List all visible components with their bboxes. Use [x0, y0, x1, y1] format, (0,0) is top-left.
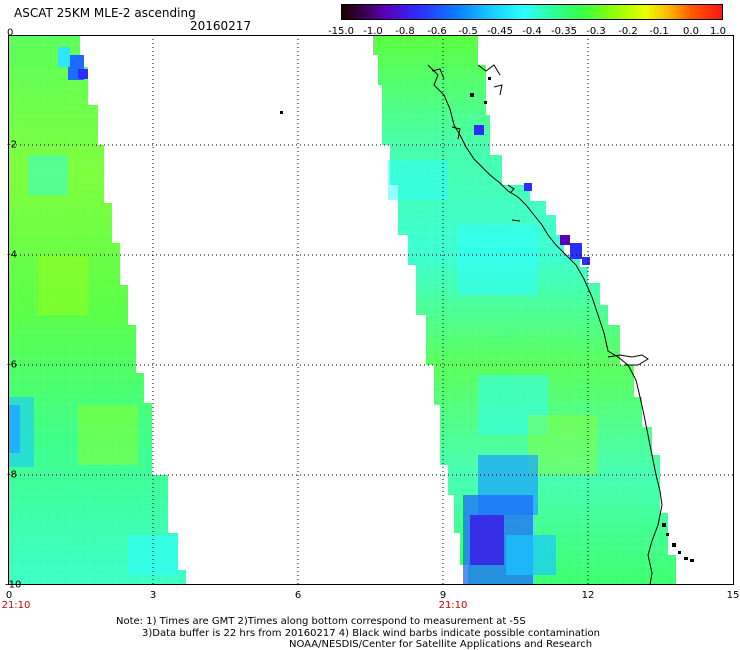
colorbar-label: -0.6 [427, 26, 447, 37]
map-canvas [8, 35, 734, 585]
coastline [427, 64, 663, 585]
colorbar-label: -1.0 [363, 26, 383, 37]
time-label: 21:10 [438, 600, 468, 611]
colorbar [341, 4, 723, 20]
colorbar-label: -0.4 [522, 26, 542, 37]
colorbar-label: 0.0 [683, 26, 699, 37]
colorbar-label: -0.2 [618, 26, 638, 37]
colorbar-label: -0.45 [487, 26, 513, 37]
colorbar-label: 1.0 [710, 26, 726, 37]
x-tick: 9 [439, 590, 447, 601]
colorbar-label: -15.0 [328, 26, 354, 37]
y-tick: -10 [5, 579, 22, 591]
map-title: ASCAT 25KM MLE-2 ascending [14, 6, 196, 20]
island-markers [280, 77, 694, 562]
x-tick: 0 [5, 590, 13, 601]
x-tick: 12 [581, 590, 595, 601]
note-line-3: NOAA/NESDIS/Center for Satellite Applica… [289, 639, 593, 650]
map-date: 20160217 [190, 19, 252, 33]
y-tick: -4 [7, 249, 17, 261]
colorbar-label: -0.5 [458, 26, 478, 37]
colorbar-label: -0.35 [551, 26, 577, 37]
plot-frame [8, 35, 734, 585]
x-tick: 6 [294, 590, 302, 601]
x-tick: 3 [149, 590, 157, 601]
y-tick: -6 [7, 359, 17, 371]
x-tick: 15 [726, 590, 740, 601]
left-swath [8, 35, 186, 585]
note-line-2: 3)Data buffer is 22 hrs from 20160217 4)… [142, 628, 600, 639]
y-tick: 0 [7, 27, 14, 39]
y-tick: -8 [7, 469, 17, 481]
colorbar-label: -0.1 [649, 26, 669, 37]
colorbar-label: -0.8 [395, 26, 415, 37]
grid-lines [8, 35, 734, 585]
time-label: 21:10 [1, 600, 31, 611]
y-tick: -2 [7, 139, 17, 151]
note-line-1: Note: 1) Times are GMT 2)Times along bot… [116, 616, 526, 627]
right-swath [373, 35, 676, 585]
colorbar-label: -0.3 [586, 26, 606, 37]
